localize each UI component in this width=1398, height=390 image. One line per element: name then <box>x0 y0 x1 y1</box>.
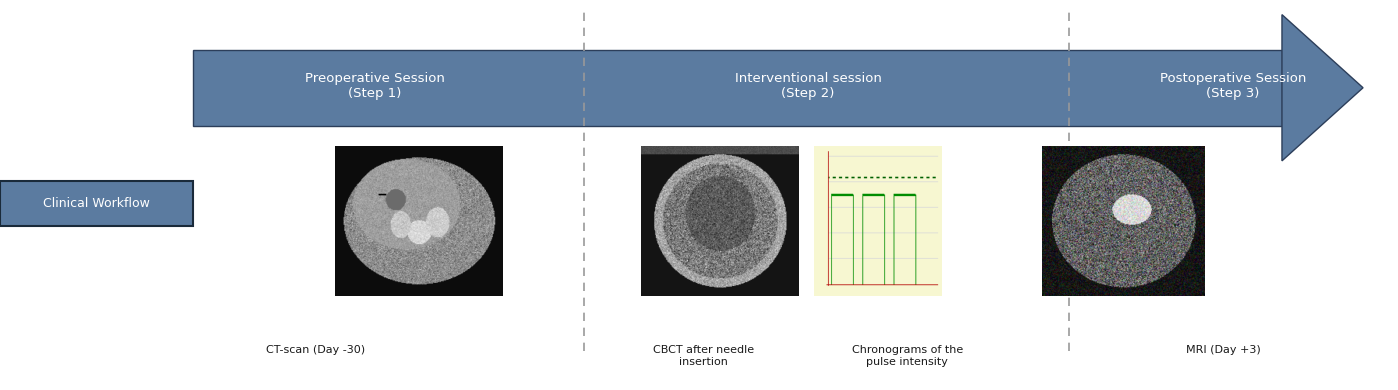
Text: CBCT after needle
insertion: CBCT after needle insertion <box>653 345 754 367</box>
Polygon shape <box>1282 14 1363 161</box>
Text: Preoperative Session
(Step 1): Preoperative Session (Step 1) <box>305 72 445 100</box>
Text: Postoperative Session
(Step 3): Postoperative Session (Step 3) <box>1160 72 1306 100</box>
Text: Interventional session
(Step 2): Interventional session (Step 2) <box>734 72 882 100</box>
FancyBboxPatch shape <box>193 50 1282 126</box>
Text: Clinical Workflow: Clinical Workflow <box>43 197 150 210</box>
Text: CT-scan (Day -30): CT-scan (Day -30) <box>267 345 365 355</box>
Text: Chronograms of the
pulse intensity: Chronograms of the pulse intensity <box>851 345 963 367</box>
FancyBboxPatch shape <box>0 181 193 226</box>
Text: MRI (Day +3): MRI (Day +3) <box>1186 345 1261 355</box>
